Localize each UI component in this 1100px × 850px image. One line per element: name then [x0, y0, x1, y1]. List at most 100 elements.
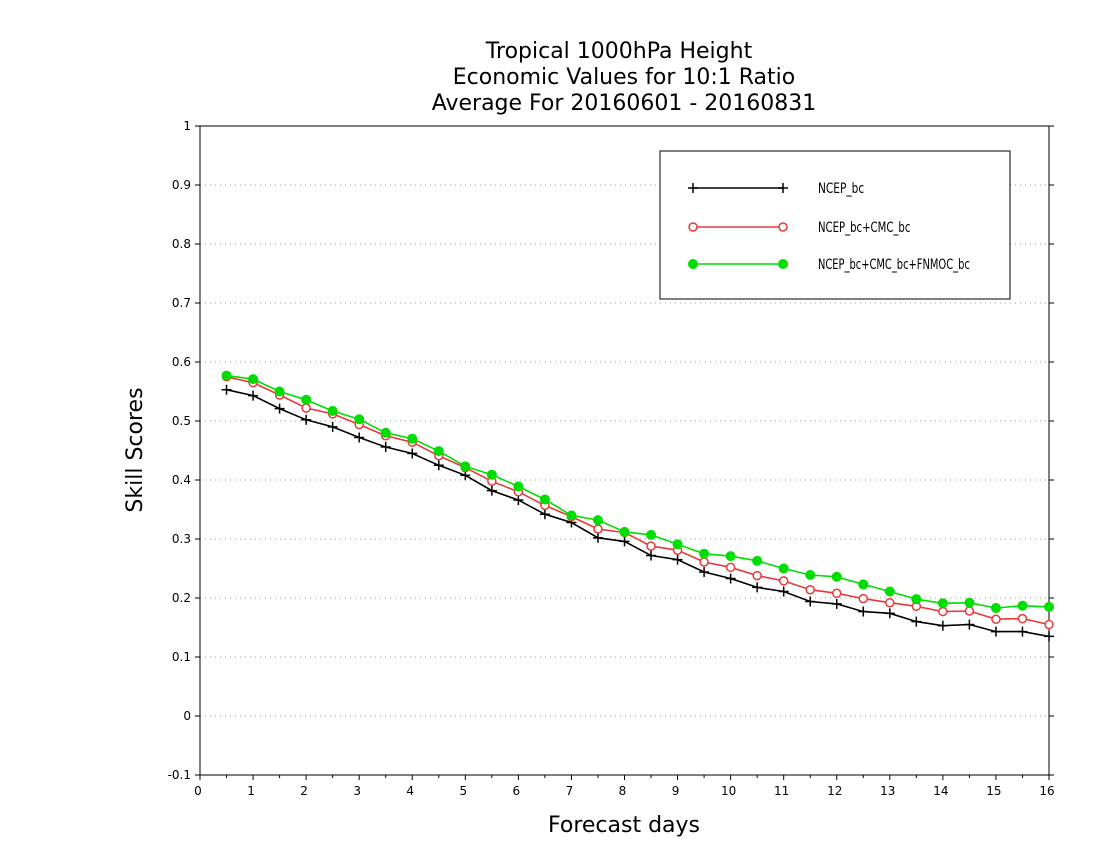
data-point	[460, 461, 471, 472]
x-tick-label: 12	[827, 784, 842, 798]
data-point	[752, 570, 762, 581]
y-tick-label: 0.8	[172, 237, 191, 251]
x-axis: 0 1 2 3 4 5 6 7 8 9 10 11 12 13 14 15 16	[194, 775, 1055, 798]
legend-label: NCEP_bc+CMC_bc	[818, 220, 910, 236]
series-line	[226, 388, 1050, 638]
data-point	[327, 421, 338, 432]
data-point	[805, 584, 815, 595]
data-point	[539, 494, 550, 505]
series-line	[226, 376, 1050, 626]
series-1	[221, 384, 1054, 642]
data-point	[752, 555, 763, 566]
data-point	[884, 608, 895, 619]
x-tick-label: 6	[513, 784, 521, 798]
data-point	[274, 386, 285, 397]
data-point	[301, 403, 311, 413]
y-tick-label: 0.3	[172, 532, 191, 546]
y-tick-label: 0	[183, 709, 191, 723]
data-point	[1017, 613, 1028, 624]
data-point	[619, 526, 630, 537]
x-tick-label: 9	[672, 784, 680, 798]
y-axis: -0.1 0 0.1 0.2 0.3 0.4 0.5 0.6 0.7 0.8 0.9 1	[168, 119, 1054, 782]
data-point	[592, 515, 603, 526]
data-point	[593, 524, 603, 534]
series-2	[221, 372, 1054, 630]
x-tick-label: 11	[774, 784, 789, 798]
data-point	[964, 597, 975, 608]
data-point	[911, 616, 922, 627]
y-tick-label: 0.1	[172, 650, 191, 664]
data-point	[486, 485, 497, 496]
legend-label: NCEP_bc	[818, 181, 864, 197]
series-3	[221, 370, 1054, 614]
x-tick-label: 4	[406, 784, 414, 798]
title-line-3: Average For 20160601 - 20160831	[432, 91, 817, 116]
data-point	[725, 562, 736, 573]
data-point	[354, 414, 365, 425]
x-tick-label: 16	[1039, 784, 1054, 798]
data-point	[433, 460, 444, 471]
data-point	[619, 536, 630, 547]
data-point	[858, 579, 869, 590]
data-point	[805, 596, 816, 607]
data-point	[1044, 601, 1054, 612]
x-tick-label: 2	[300, 784, 308, 798]
y-tick-label: 1	[183, 119, 191, 133]
data-point	[274, 403, 285, 414]
data-point	[539, 509, 550, 520]
data-point	[964, 606, 975, 616]
x-axis-label: Forecast days	[548, 813, 700, 838]
data-point	[885, 597, 895, 608]
y-tick-label: 0.6	[172, 355, 191, 369]
legend-marker	[778, 222, 788, 232]
data-point	[990, 626, 1001, 637]
data-point	[858, 593, 869, 604]
y-tick-label: -0.1	[168, 768, 191, 782]
data-point	[938, 606, 948, 617]
data-point	[699, 548, 710, 559]
x-tick-label: 5	[459, 784, 467, 798]
y-tick-label: 0.9	[172, 178, 191, 192]
data-point	[380, 441, 391, 452]
data-point	[248, 374, 259, 385]
data-point	[672, 539, 683, 550]
x-tick-label: 15	[986, 784, 1001, 798]
data-point	[858, 606, 869, 617]
legend-box	[659, 150, 1011, 300]
data-point	[1017, 600, 1028, 611]
data-point	[832, 588, 842, 599]
data-point	[354, 432, 365, 443]
data-point	[884, 586, 895, 597]
data-point	[778, 576, 789, 586]
x-tick-label: 7	[566, 784, 574, 798]
x-tick-label: 0	[194, 784, 202, 798]
data-point	[805, 569, 816, 580]
y-tick-label: 0.7	[172, 296, 191, 310]
data-point	[1044, 631, 1054, 642]
title-line-2: Economic Values for 10:1 Ratio	[453, 65, 795, 90]
legend-label: NCEP_bc+CMC_bc+FNMOC_bc	[818, 257, 970, 273]
y-tick-label: 0.4	[172, 473, 191, 487]
data-point	[513, 495, 524, 506]
data-point	[301, 394, 312, 405]
legend-item: NCEP_bc+CMC_bc+FNMOC_bc	[688, 257, 970, 273]
legend-marker	[778, 259, 788, 269]
data-point	[937, 620, 948, 631]
data-point	[486, 469, 497, 480]
legend-item: NCEP_bc+CMC_bc	[688, 220, 910, 236]
data-point	[248, 390, 259, 401]
data-point	[646, 550, 657, 561]
x-tick-label: 10	[721, 784, 736, 798]
chart-title: Tropical 1000hPa Height Economic Values …	[432, 39, 817, 116]
data-point	[699, 557, 709, 567]
data-point	[513, 481, 524, 492]
y-axis-label: Skill Scores	[123, 387, 148, 512]
legend-marker	[688, 259, 698, 269]
y-tick-label: 0.2	[172, 591, 191, 605]
x-tick-label: 13	[880, 784, 895, 798]
series-line	[226, 374, 1050, 609]
data-point	[646, 529, 657, 540]
data-point	[752, 582, 763, 593]
legend-marker	[778, 183, 788, 193]
